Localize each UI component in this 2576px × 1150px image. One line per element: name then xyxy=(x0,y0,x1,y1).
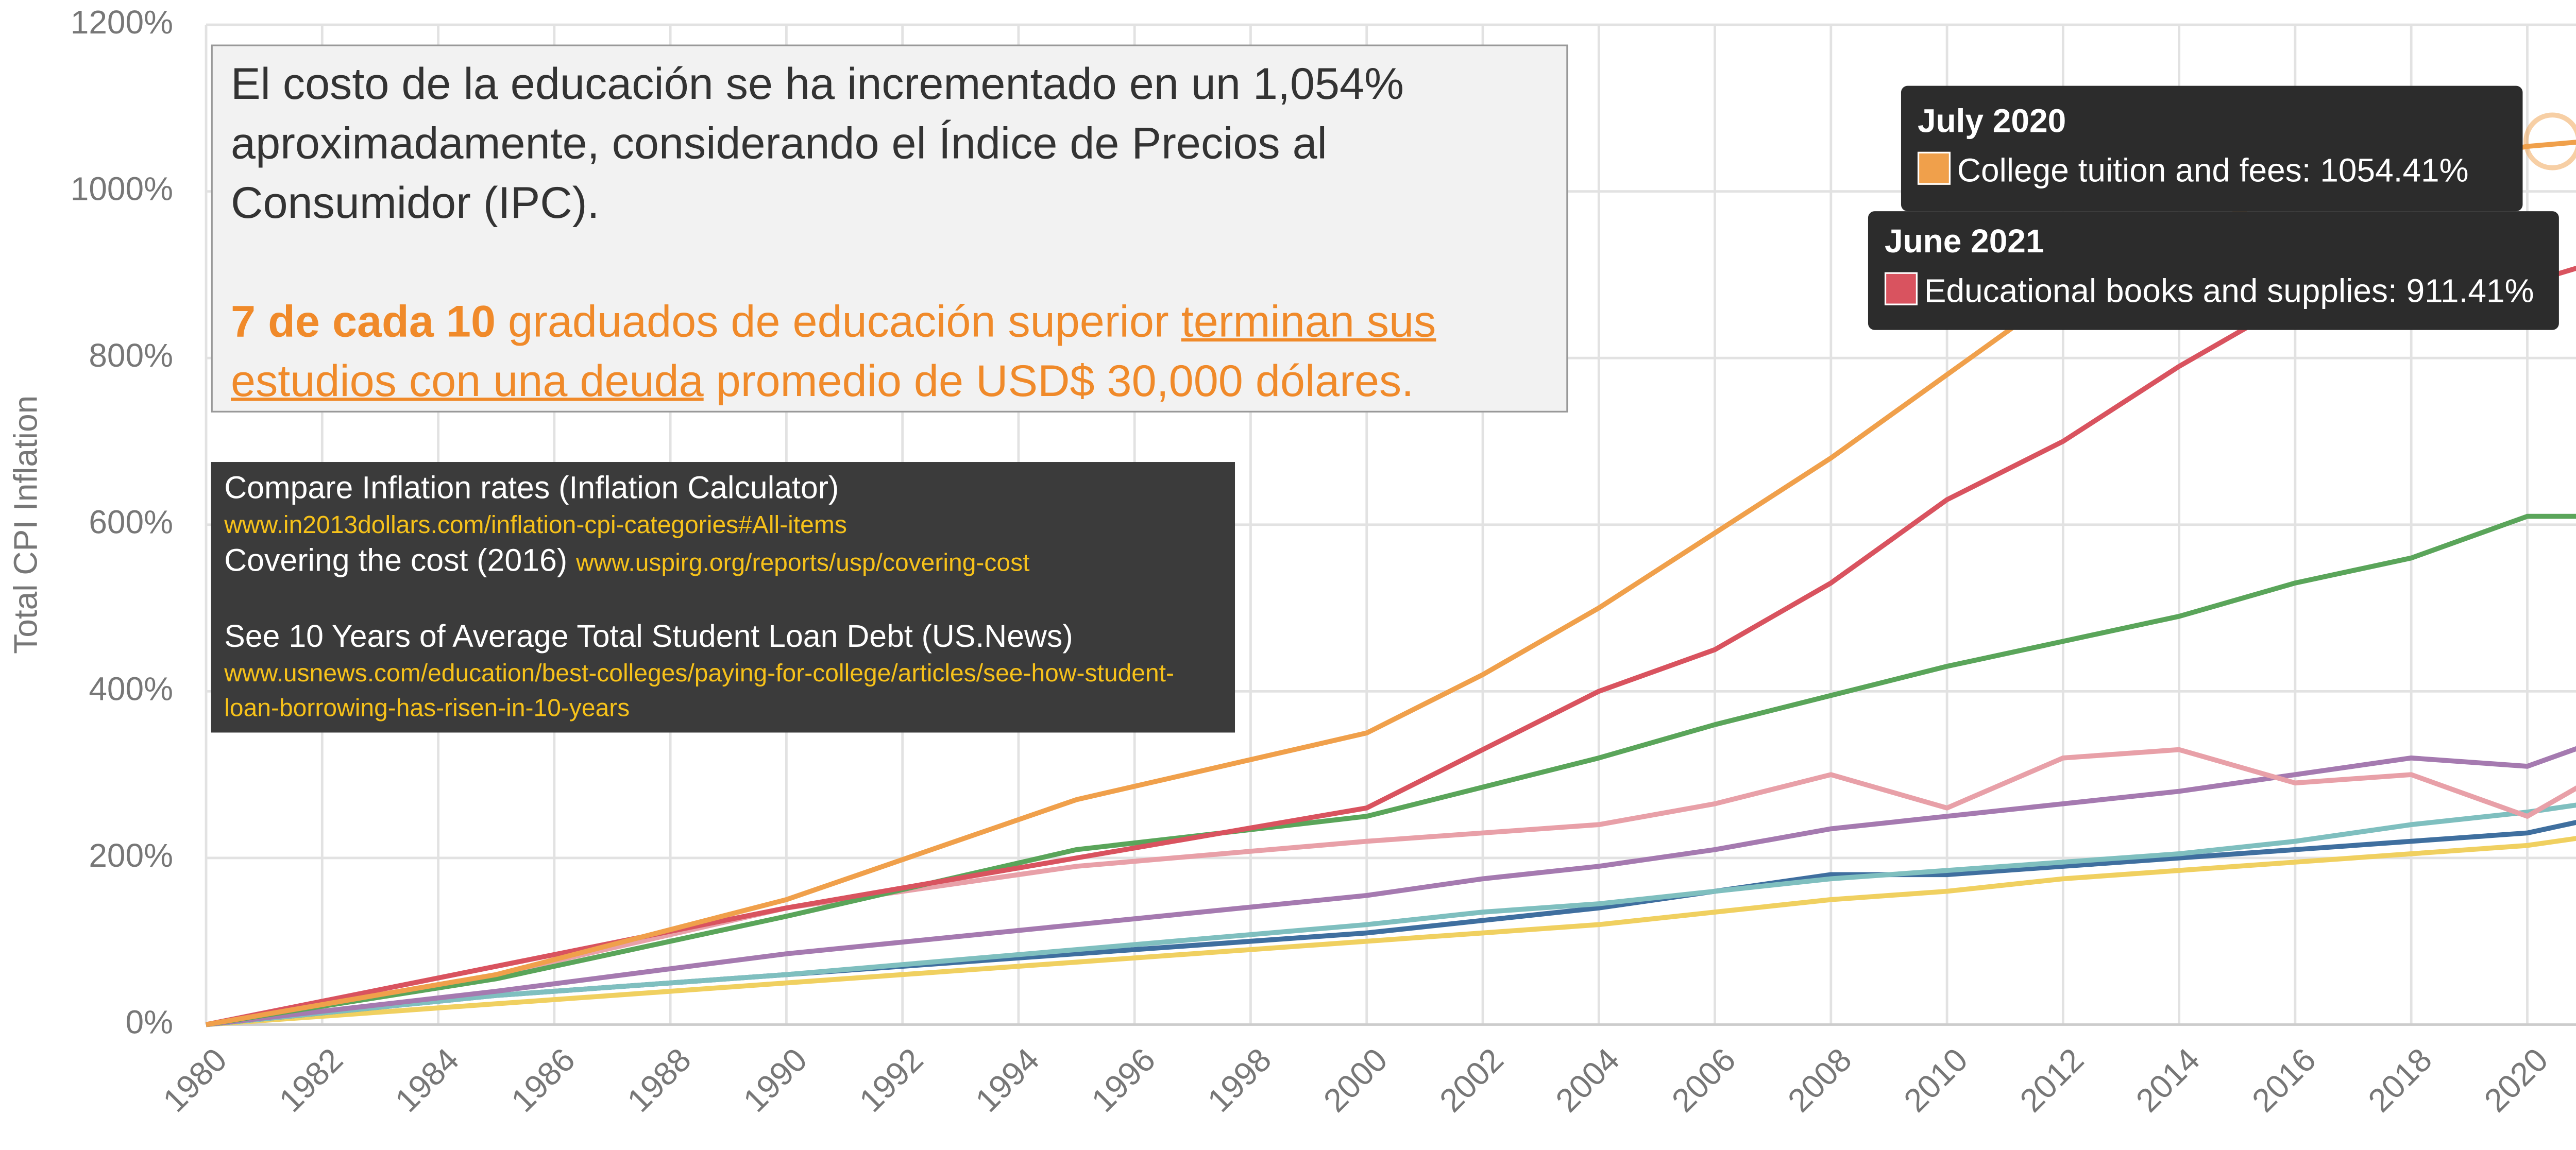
note-text: promedio de USD$ 30,000 dólares. xyxy=(703,356,1414,406)
series-line xyxy=(206,746,2576,1027)
y-tick-label: 1000% xyxy=(71,170,173,208)
x-tick-label: 2000 xyxy=(1316,1041,1395,1119)
note-intro: El costo de la educación se ha increment… xyxy=(231,59,1404,228)
note-text: graduados de educación superior xyxy=(496,297,1181,347)
source-url[interactable]: www.usnews.com/education/best-colleges/p… xyxy=(224,660,1174,723)
x-tick-label: 2016 xyxy=(2245,1041,2323,1119)
x-tick-label: 1984 xyxy=(388,1041,466,1119)
source-title: See 10 Years of Average Total Student Lo… xyxy=(224,620,1073,655)
x-tick-label: 2010 xyxy=(1896,1041,1975,1119)
x-tick-label: 2002 xyxy=(1432,1041,1511,1119)
x-tick-label: 1998 xyxy=(1200,1041,1279,1119)
tooltip: July 2020 College tuition and fees: 1054… xyxy=(1901,85,2523,212)
source-title: Compare Inflation rates (Inflation Calcu… xyxy=(224,472,839,507)
series-line xyxy=(206,802,2576,1027)
note-bold: 7 de cada 10 xyxy=(231,297,496,347)
y-axis-label: Total CPI Inflation xyxy=(7,396,44,654)
x-tick-label: 2018 xyxy=(2361,1041,2439,1119)
tooltip-title: June 2021 xyxy=(1884,224,2044,261)
x-tick-label: 1990 xyxy=(736,1041,815,1119)
series-line xyxy=(206,836,2576,1027)
tooltip-swatch xyxy=(1884,272,1918,305)
note-link[interactable]: terminan sus estudios con una deuda xyxy=(231,297,1436,406)
note-box: El costo de la educación se ha increment… xyxy=(211,44,1568,413)
x-tick-label: 1988 xyxy=(620,1041,698,1119)
x-tick-label: 1982 xyxy=(272,1041,350,1119)
y-tick-label: 1200% xyxy=(71,4,173,41)
x-tick-label: 2006 xyxy=(1665,1041,1743,1119)
tooltip-swatch xyxy=(1917,151,1951,185)
x-tick-label: 2014 xyxy=(2129,1041,2207,1119)
sources-box: Compare Inflation rates (Inflation Calcu… xyxy=(211,462,1235,733)
x-tick-label: 1992 xyxy=(852,1041,930,1119)
x-tick-label: 1986 xyxy=(504,1041,582,1119)
note-highlight: 7 de cada 10 graduados de educación supe… xyxy=(231,292,1548,411)
y-tick-label: 600% xyxy=(89,504,173,541)
y-tick-label: 0% xyxy=(126,1003,173,1040)
y-tick-label: 800% xyxy=(89,337,173,374)
x-tick-label: 1980 xyxy=(156,1041,234,1119)
x-tick-label: 2004 xyxy=(1549,1041,1627,1119)
tooltip-text: Educational books and supplies: 911.41% xyxy=(1924,273,2534,311)
x-tick-label: 2020 xyxy=(2477,1041,2555,1119)
source-url[interactable]: www.in2013dollars.com/inflation-cpi-cate… xyxy=(224,511,847,540)
hover-marker xyxy=(2523,112,2576,170)
source-url[interactable]: www.uspirg.org/reports/usp/covering-cost xyxy=(576,549,1030,578)
y-tick-label: 200% xyxy=(89,837,173,874)
x-tick-label: 1996 xyxy=(1084,1041,1162,1119)
series-line xyxy=(206,747,2576,1027)
tooltip-title: July 2020 xyxy=(1917,104,2066,141)
source-title: Covering the cost (2016) xyxy=(224,544,568,579)
tooltip-text: College tuition and fees: 1054.41% xyxy=(1957,153,2469,190)
x-tick-label: 2012 xyxy=(2013,1041,2091,1119)
x-tick-label: 2008 xyxy=(1781,1041,1859,1119)
tooltip: June 2021 Educational books and supplies… xyxy=(1868,211,2559,330)
y-tick-label: 400% xyxy=(89,670,173,707)
x-tick-label: 1994 xyxy=(968,1041,1046,1119)
